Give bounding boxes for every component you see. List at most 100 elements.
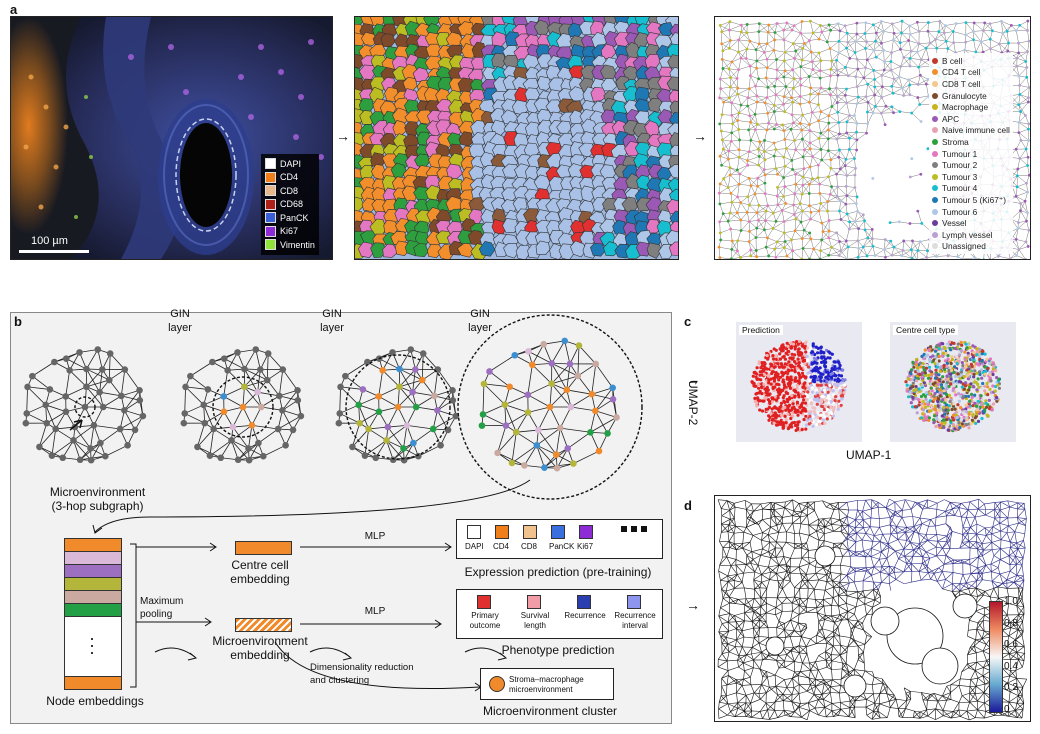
umap-point — [793, 353, 797, 357]
graph-edge — [731, 61, 739, 70]
graph-node — [836, 110, 840, 114]
gin-graph-edge — [69, 369, 87, 388]
umap-point — [804, 423, 808, 427]
gin-graph-edge — [590, 432, 600, 452]
gin-graph-edge — [509, 386, 528, 396]
graph-node — [943, 24, 947, 27]
graph-edge — [783, 69, 793, 78]
graph-node — [782, 155, 786, 159]
graph-node — [829, 93, 832, 97]
graph-node — [767, 254, 771, 258]
graph-edge — [828, 129, 840, 135]
graph-edge — [917, 22, 920, 32]
graph-edge — [1019, 94, 1029, 103]
graph-edge — [809, 203, 821, 206]
graph-node — [1019, 138, 1023, 142]
graph-edge — [800, 84, 811, 89]
graph-node — [735, 76, 739, 80]
gin-graph-node — [228, 437, 235, 444]
gin-graph-node — [396, 365, 403, 373]
gin-graph-edge — [399, 368, 413, 393]
graph-edge — [750, 249, 757, 257]
graph-edge — [767, 59, 777, 68]
graph-edge — [911, 240, 913, 250]
graph-edge — [812, 156, 822, 161]
graph-edge — [920, 75, 929, 80]
graph-edge — [737, 88, 750, 95]
graph-edge — [944, 33, 947, 42]
gin-graph-edge — [339, 386, 341, 414]
graph-node — [763, 150, 766, 153]
gin-graph-node — [415, 452, 422, 460]
embedding-row — [65, 604, 121, 617]
graph-edge — [755, 49, 758, 61]
graph-edge — [776, 52, 786, 60]
graph-edge — [1019, 94, 1029, 98]
graph-edge — [812, 69, 821, 79]
graph-node — [901, 248, 905, 252]
gin-graph-edge — [516, 429, 539, 433]
graph-edge — [794, 184, 796, 194]
graph-edge — [1018, 75, 1020, 86]
graph-edge — [881, 21, 893, 25]
graph-edge — [749, 221, 757, 229]
graph-node — [736, 92, 740, 96]
graph-node — [864, 47, 867, 50]
graph-edge — [1019, 148, 1027, 159]
graph-node — [808, 257, 811, 259]
graph-node — [820, 221, 824, 225]
graph-edge — [849, 139, 858, 150]
graph-edge — [893, 33, 901, 43]
umap-point — [779, 404, 783, 409]
graph-edge — [836, 132, 847, 140]
gin-graph-node — [553, 464, 561, 472]
graph-edge — [945, 23, 957, 26]
graph-edge — [836, 173, 847, 176]
graph-edge — [812, 156, 819, 166]
graph-edge — [782, 124, 792, 130]
graph-edge — [784, 232, 786, 242]
voronoi-cell — [457, 242, 475, 258]
graph-edge — [809, 120, 819, 125]
graph-edge — [867, 102, 876, 107]
graph-node — [811, 68, 815, 71]
gin-graph-node — [294, 386, 301, 394]
graph-edge — [791, 238, 803, 240]
graph-edge — [858, 96, 869, 103]
graph-node — [790, 238, 793, 242]
gin-graph-edge — [590, 417, 617, 433]
graph-edge — [831, 60, 838, 71]
graph-edge — [740, 249, 751, 258]
graph-node — [819, 59, 823, 63]
umap-point — [833, 378, 837, 382]
graph-edge — [773, 210, 783, 214]
graph-edge — [818, 88, 830, 95]
graph-node — [782, 195, 786, 198]
graph-edge — [984, 22, 993, 31]
graph-node — [818, 182, 822, 186]
graph-edge — [893, 240, 904, 248]
graph-edge — [1026, 183, 1028, 193]
graph-edge — [819, 60, 822, 71]
gin-graph-edge — [378, 370, 384, 397]
graph-edge — [738, 58, 742, 70]
graph-edge — [856, 123, 858, 133]
graph-node — [721, 212, 725, 216]
graph-edge — [776, 60, 785, 71]
graph-edge — [729, 21, 742, 26]
gin-graph-edge — [39, 423, 48, 448]
graph-node — [982, 258, 985, 259]
gin-graph-node — [403, 422, 411, 429]
gin-graph-node — [51, 358, 58, 366]
graph-node — [871, 111, 875, 115]
graph-node — [848, 136, 851, 140]
gin-graph-node — [43, 419, 50, 427]
graph-edge — [747, 105, 751, 116]
graph-node — [854, 202, 858, 206]
graph-edge — [837, 67, 846, 76]
graph-edge — [749, 220, 759, 222]
graph-edge — [783, 102, 793, 105]
hop-boundary — [457, 314, 643, 500]
graph-edge — [908, 75, 921, 80]
graph-node — [763, 192, 767, 196]
